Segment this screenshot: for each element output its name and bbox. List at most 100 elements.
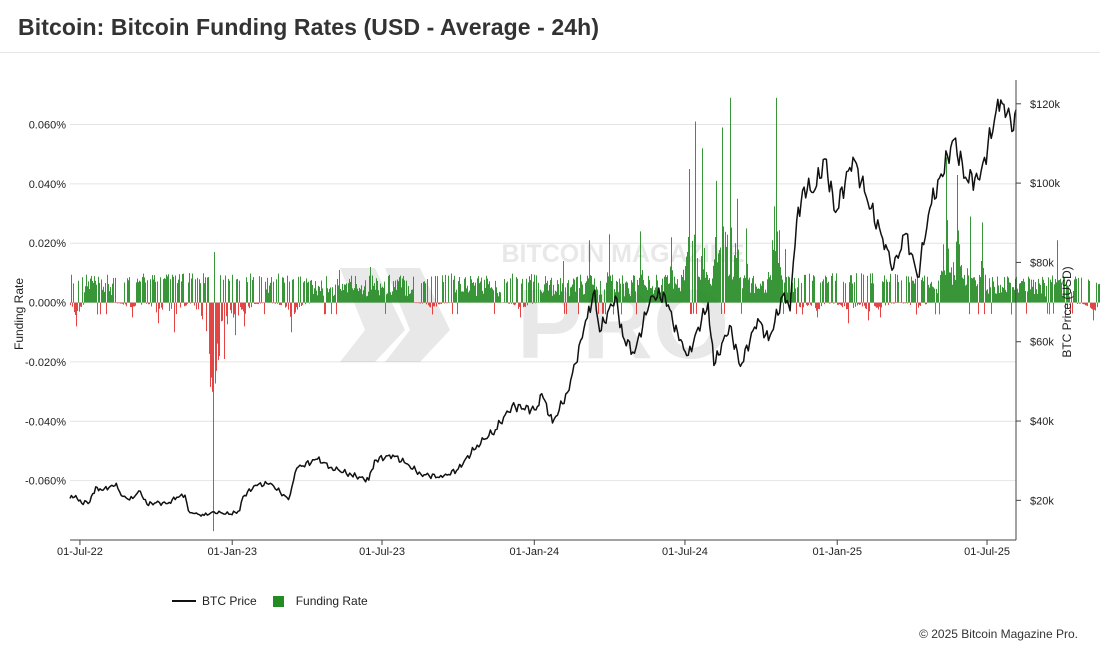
funding-rate-bar xyxy=(600,280,601,303)
funding-rate-bar xyxy=(374,283,375,303)
funding-rate-bar xyxy=(367,295,368,303)
funding-rate-bar xyxy=(79,302,80,312)
funding-rate-bar xyxy=(1007,276,1008,303)
funding-rate-bar xyxy=(692,240,693,303)
funding-rate-bar xyxy=(447,302,448,304)
funding-rate-bar xyxy=(954,275,955,303)
funding-rate-bar xyxy=(752,278,753,303)
funding-rate-bar xyxy=(169,302,170,312)
funding-rate-bar xyxy=(694,234,695,303)
funding-rate-bar xyxy=(266,289,267,303)
funding-rate-bar xyxy=(726,246,727,303)
funding-rate-bar xyxy=(436,302,437,307)
funding-rate-bar xyxy=(778,263,779,303)
funding-rate-bar xyxy=(458,281,459,303)
legend-item-price[interactable]: BTC Price xyxy=(172,594,257,608)
funding-rate-bar xyxy=(831,276,832,303)
funding-rate-bar xyxy=(489,281,490,303)
funding-rate-bar xyxy=(1043,279,1044,303)
funding-rate-bar xyxy=(640,231,641,303)
funding-rate-bar xyxy=(494,302,495,314)
funding-rate-bar xyxy=(780,267,781,303)
funding-rate-bar xyxy=(516,277,517,303)
funding-rate-bar xyxy=(210,302,211,387)
funding-rate-bar xyxy=(653,293,654,303)
funding-rate-bar xyxy=(993,281,994,303)
funding-rate-bar xyxy=(83,302,84,305)
funding-rate-bar xyxy=(521,283,522,303)
legend-item-funding[interactable]: Funding Rate xyxy=(272,594,368,608)
left-axis-label: Funding Rate xyxy=(12,278,26,350)
funding-rate-bar xyxy=(235,302,236,336)
funding-rate-bar xyxy=(80,302,81,307)
funding-rate-bar xyxy=(488,284,489,303)
funding-rate-bar xyxy=(605,302,606,315)
funding-rate-bar xyxy=(422,302,423,304)
funding-rate-bar xyxy=(92,280,93,303)
funding-rate-bar xyxy=(119,302,120,304)
funding-rate-bar xyxy=(141,302,142,305)
funding-rate-bar xyxy=(294,302,295,314)
funding-rate-bar xyxy=(401,287,402,303)
funding-rate-bar xyxy=(561,291,562,303)
funding-rate-bar xyxy=(160,277,161,303)
funding-rate-bar xyxy=(402,278,403,303)
funding-rate-bar xyxy=(284,282,285,303)
funding-rate-bar xyxy=(635,291,636,303)
funding-rate-bar xyxy=(411,289,412,303)
funding-rate-bar xyxy=(1068,286,1069,303)
funding-rate-bar xyxy=(863,274,864,303)
funding-rate-bar xyxy=(349,278,350,303)
funding-rate-bar xyxy=(331,302,332,315)
funding-rate-bar xyxy=(715,237,716,303)
funding-rate-bar xyxy=(760,283,761,303)
funding-rate-bar xyxy=(187,302,188,304)
funding-rate-bar xyxy=(1086,302,1087,306)
funding-rate-bar xyxy=(138,282,139,303)
funding-rate-bar xyxy=(254,302,255,304)
funding-rate-bar xyxy=(971,277,972,303)
funding-rate-bar xyxy=(295,302,296,313)
funding-rate-bar xyxy=(889,281,890,303)
funding-rate-bar xyxy=(1033,279,1034,303)
funding-rate-bar xyxy=(846,302,847,310)
funding-rate-bar xyxy=(152,275,153,303)
funding-rate-bar xyxy=(233,302,234,318)
funding-rate-bar xyxy=(700,279,701,303)
funding-rate-bar xyxy=(629,293,630,303)
funding-rate-bar xyxy=(173,276,174,303)
funding-rate-bar xyxy=(392,291,393,303)
funding-rate-bar xyxy=(832,273,833,303)
funding-rate-bar xyxy=(236,279,237,303)
funding-rate-bar xyxy=(928,284,929,303)
funding-rate-bar xyxy=(137,278,138,303)
funding-rate-bar xyxy=(451,273,452,303)
funding-rate-bar xyxy=(1065,302,1066,318)
funding-rate-bar xyxy=(1059,280,1060,303)
funding-rate-bar xyxy=(690,302,691,314)
funding-rate-bar xyxy=(353,290,354,303)
funding-rate-bar xyxy=(601,294,602,303)
funding-rate-bar xyxy=(1011,302,1012,315)
funding-rate-bar xyxy=(481,277,482,303)
funding-rate-bar xyxy=(461,291,462,303)
funding-rate-bar xyxy=(181,281,182,303)
funding-rate-bar xyxy=(85,286,86,303)
funding-rate-bar xyxy=(526,278,527,303)
funding-rate-bar xyxy=(473,282,474,303)
funding-rate-bar xyxy=(380,283,381,303)
funding-rate-bar xyxy=(886,279,887,303)
funding-rate-bar xyxy=(874,302,875,306)
funding-rate-bar xyxy=(348,283,349,303)
funding-rate-bar xyxy=(434,302,435,307)
funding-rate-bar xyxy=(558,284,559,303)
funding-rate-bar xyxy=(264,302,265,315)
funding-rate-bar xyxy=(553,284,554,303)
funding-rate-bar xyxy=(754,293,755,303)
funding-rate-bar xyxy=(1075,276,1076,303)
funding-rate-bar xyxy=(102,289,103,303)
funding-rate-bar xyxy=(920,302,921,306)
funding-rate-bar xyxy=(917,274,918,303)
funding-rate-bar xyxy=(836,273,837,303)
funding-rate-bar xyxy=(512,273,513,303)
